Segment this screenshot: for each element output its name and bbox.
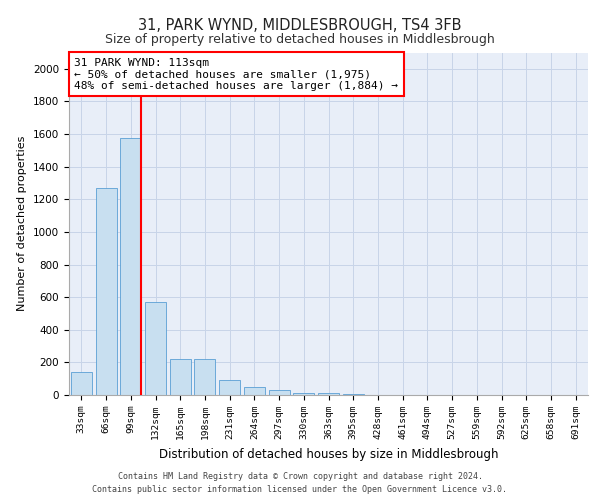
Bar [120,138,141,395]
Bar [244,387,265,395]
Bar [293,392,314,395]
Text: 31, PARK WYND, MIDDLESBROUGH, TS4 3FB: 31, PARK WYND, MIDDLESBROUGH, TS4 3FB [138,18,462,32]
Bar [318,394,339,395]
X-axis label: Distribution of detached houses by size in Middlesbrough: Distribution of detached houses by size … [159,448,498,460]
Text: Contains HM Land Registry data © Crown copyright and database right 2024.
Contai: Contains HM Land Registry data © Crown c… [92,472,508,494]
Bar [219,380,240,395]
Text: Size of property relative to detached houses in Middlesbrough: Size of property relative to detached ho… [105,32,495,46]
Bar [145,302,166,395]
Bar [269,390,290,395]
Text: 31 PARK WYND: 113sqm
← 50% of detached houses are smaller (1,975)
48% of semi-de: 31 PARK WYND: 113sqm ← 50% of detached h… [74,58,398,91]
Bar [343,394,364,395]
Y-axis label: Number of detached properties: Number of detached properties [17,136,28,312]
Bar [71,372,92,395]
Bar [170,359,191,395]
Bar [194,359,215,395]
Bar [95,188,116,395]
